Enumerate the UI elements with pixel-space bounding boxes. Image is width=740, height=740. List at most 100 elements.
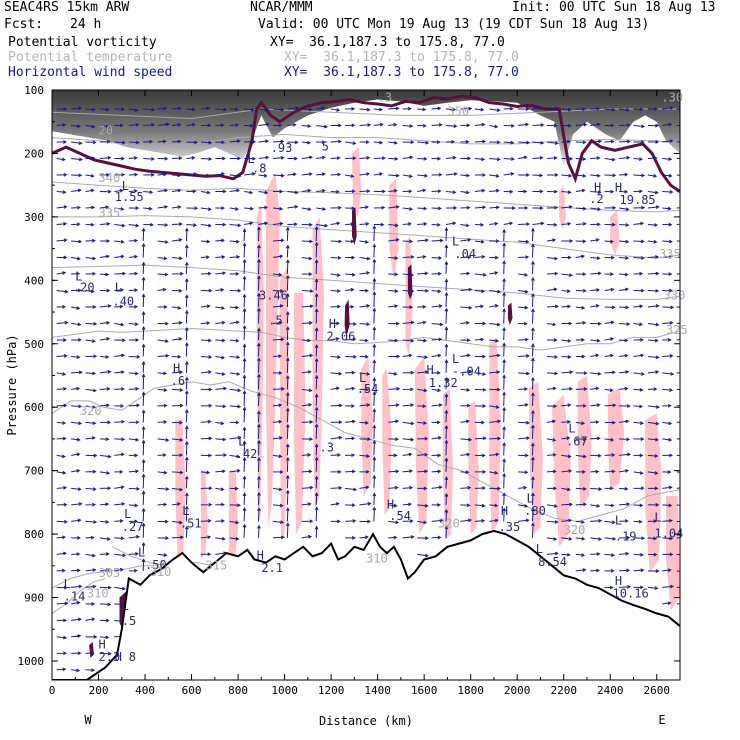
wind-arrow <box>171 453 184 458</box>
wind-arrow <box>561 304 572 309</box>
wind-arrow <box>157 223 169 227</box>
wind-arrow <box>157 536 170 540</box>
wind-arrow <box>531 522 535 538</box>
wind-arrow <box>85 222 95 227</box>
pv-region <box>405 235 413 357</box>
wind-arrow <box>71 617 82 622</box>
wind-arrow <box>502 277 506 291</box>
wind-arrow <box>56 354 68 358</box>
wind-arrow <box>114 156 125 161</box>
wind-arrow <box>272 139 285 144</box>
wind-arrow <box>85 436 96 440</box>
contour-label: .8 <box>252 161 266 175</box>
wind-arrow <box>531 492 535 505</box>
theta-label: .3 <box>378 90 392 104</box>
wind-arrow <box>316 223 329 228</box>
wind-arrow <box>272 520 285 525</box>
wind-arrow <box>518 289 529 294</box>
wind-arrow <box>301 140 311 145</box>
wind-arrow <box>141 473 146 489</box>
wind-arrow <box>56 585 68 590</box>
wind-arrow <box>619 535 631 540</box>
field-theta-name: Potential temperature <box>8 50 173 65</box>
wind-arrow <box>141 458 146 472</box>
wind-arrow <box>431 370 441 375</box>
wind-arrow <box>285 292 290 308</box>
wind-arrow <box>359 469 370 474</box>
wind-arrow <box>56 386 68 391</box>
wind-arrow <box>85 635 98 639</box>
wind-arrow <box>345 322 357 326</box>
wind-arrow <box>244 190 254 195</box>
wind-arrow <box>85 651 95 656</box>
wind-arrow <box>229 173 242 178</box>
wind-arrow <box>444 476 449 489</box>
wind-arrow <box>56 502 68 507</box>
wind-arrow <box>257 327 261 341</box>
wind-arrow <box>489 239 500 243</box>
wind-arrow <box>314 374 319 390</box>
wind-arrow <box>171 139 182 144</box>
theta-line-325 <box>52 327 680 351</box>
wind-arrow <box>531 392 535 406</box>
wind-arrow <box>272 173 285 178</box>
wind-arrow <box>647 502 660 507</box>
wind-arrow <box>633 421 644 426</box>
wind-arrow <box>330 289 341 293</box>
wind-arrow <box>489 205 500 210</box>
wind-arrow <box>257 342 261 357</box>
wind-arrow <box>128 437 140 442</box>
wind-arrow <box>143 172 155 177</box>
wind-arrow <box>287 190 299 195</box>
wind-arrow <box>619 256 630 260</box>
wind-arrow <box>171 502 182 506</box>
wind-arrow <box>345 370 356 375</box>
wind-arrow <box>647 107 658 111</box>
wind-arrow <box>402 320 415 325</box>
wind-arrow <box>619 223 630 227</box>
wind-arrow <box>85 520 98 524</box>
wind-arrow <box>372 391 377 406</box>
wind-arrow <box>359 387 370 392</box>
wind-arrow <box>171 238 183 242</box>
wind-arrow <box>85 421 97 426</box>
x-tick-label: 800 <box>228 684 248 697</box>
wind-arrow <box>561 370 574 375</box>
wind-arrow <box>676 306 680 308</box>
wind-arrow <box>388 156 399 161</box>
wind-arrow <box>373 205 386 210</box>
wind-arrow <box>242 343 247 357</box>
wind-arrow <box>590 173 601 178</box>
pv-region <box>312 216 325 509</box>
wind-arrow <box>460 353 471 358</box>
wind-arrow <box>502 472 506 489</box>
wind-arrow <box>99 519 110 524</box>
wind-arrow <box>71 552 81 556</box>
wind-arrow <box>372 492 377 505</box>
wind-arrow <box>460 238 472 242</box>
wind-arrow <box>200 535 212 540</box>
wind-arrow <box>561 289 571 293</box>
wind-arrow <box>676 207 680 209</box>
x-tick-label: 1200 <box>318 684 345 697</box>
wind-arrow <box>619 568 631 573</box>
x-tick-label: 1800 <box>457 684 484 697</box>
wind-arrow <box>372 326 377 341</box>
wind-arrow <box>402 155 414 160</box>
wind-arrow <box>229 223 242 228</box>
wind-arrow <box>99 205 110 210</box>
wind-arrow <box>604 123 615 128</box>
wind-arrow <box>474 337 485 342</box>
wind-arrow <box>99 304 112 308</box>
wind-arrow <box>662 288 673 293</box>
wind-arrow <box>359 140 370 144</box>
wind-arrow <box>619 386 629 391</box>
wind-arrow <box>431 469 442 474</box>
wind-arrow <box>141 409 146 423</box>
wind-arrow <box>417 206 428 211</box>
contour-label: .80 <box>524 504 546 518</box>
wind-arrow <box>662 106 674 110</box>
wind-arrow <box>184 244 189 258</box>
wind-arrow <box>417 123 427 128</box>
